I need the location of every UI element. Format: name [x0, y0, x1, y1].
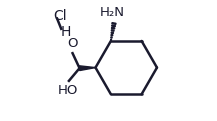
- Polygon shape: [111, 37, 112, 38]
- Polygon shape: [112, 23, 116, 24]
- Text: Cl: Cl: [54, 9, 67, 23]
- Text: O: O: [67, 37, 78, 50]
- Text: H₂N: H₂N: [99, 6, 124, 19]
- Polygon shape: [112, 27, 115, 29]
- Text: HO: HO: [58, 84, 78, 97]
- Polygon shape: [79, 66, 95, 71]
- Polygon shape: [111, 30, 114, 31]
- Polygon shape: [111, 32, 113, 34]
- Polygon shape: [112, 25, 115, 27]
- Polygon shape: [111, 34, 113, 36]
- Polygon shape: [111, 39, 112, 40]
- Text: H: H: [61, 25, 71, 38]
